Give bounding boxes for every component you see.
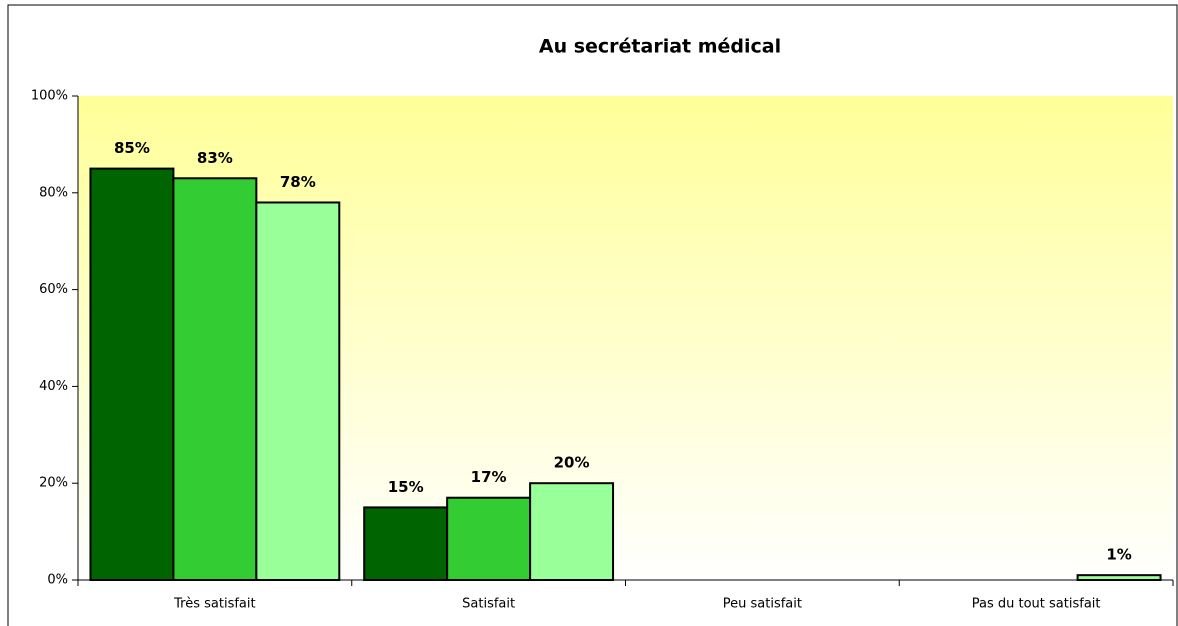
y-tick-label: 80% — [39, 185, 68, 200]
y-tick-label: 0% — [47, 573, 68, 588]
value-label: 15% — [388, 478, 424, 496]
value-label: 78% — [280, 173, 316, 191]
bar — [529, 482, 615, 582]
value-label: 83% — [197, 149, 233, 167]
value-label: 85% — [114, 139, 150, 157]
y-tick-label: 60% — [39, 282, 68, 297]
x-tick-label: Peu satisfait — [723, 597, 802, 612]
x-tick-label: Satisfait — [462, 597, 515, 612]
bar — [89, 167, 175, 581]
bar — [363, 506, 449, 581]
bar — [172, 177, 258, 581]
value-label: 1% — [1106, 546, 1131, 564]
x-tick-label: Pas du tout satisfait — [972, 597, 1101, 612]
bar — [446, 496, 532, 581]
y-tick-label: 100% — [31, 89, 68, 104]
x-tick-label: Très satisfait — [173, 597, 255, 612]
chart-frame — [7, 4, 1178, 626]
chart-title: Au secrétariat médical — [539, 36, 781, 58]
value-label: 20% — [554, 454, 590, 472]
y-tick-label: 40% — [39, 379, 68, 394]
bar — [1076, 574, 1162, 581]
bar — [255, 201, 341, 581]
value-label: 17% — [471, 468, 507, 486]
y-tick-label: 20% — [39, 476, 68, 491]
